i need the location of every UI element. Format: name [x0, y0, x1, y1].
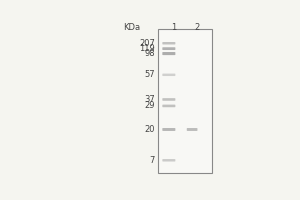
Text: 1: 1 [171, 23, 176, 32]
Text: KDa: KDa [123, 23, 140, 32]
FancyBboxPatch shape [162, 159, 176, 162]
Text: 7: 7 [149, 156, 155, 165]
Text: 119: 119 [139, 44, 155, 53]
FancyBboxPatch shape [187, 128, 197, 131]
FancyBboxPatch shape [162, 52, 176, 55]
Text: 2: 2 [194, 23, 200, 32]
FancyBboxPatch shape [162, 42, 176, 44]
FancyBboxPatch shape [162, 128, 176, 131]
Text: 29: 29 [144, 101, 155, 110]
Bar [158, 29, 212, 173]
Text: 20: 20 [144, 125, 155, 134]
Text: 57: 57 [144, 70, 155, 79]
Text: 207: 207 [139, 39, 155, 48]
Text: 98: 98 [144, 49, 155, 58]
FancyBboxPatch shape [162, 74, 176, 76]
FancyBboxPatch shape [162, 98, 176, 101]
FancyBboxPatch shape [162, 105, 176, 107]
FancyBboxPatch shape [162, 47, 176, 50]
Text: 37: 37 [144, 95, 155, 104]
